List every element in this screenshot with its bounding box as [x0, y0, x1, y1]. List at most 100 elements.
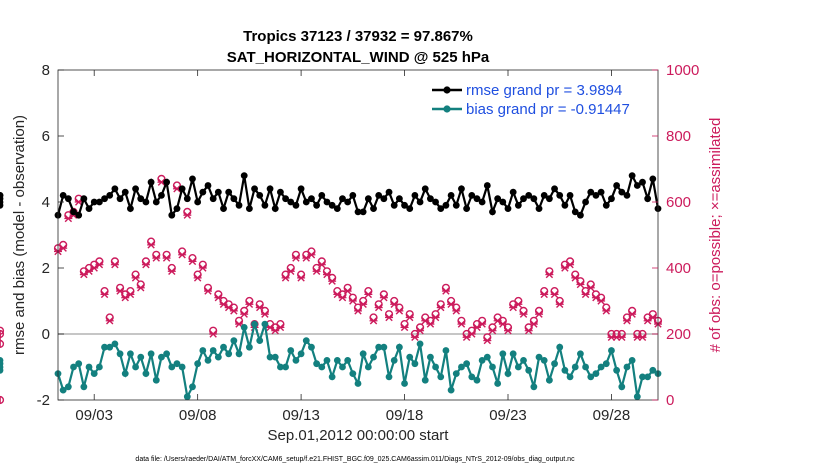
- bias-point: [566, 373, 574, 381]
- obs-assimilated-marker: [147, 241, 156, 249]
- bias-point: [261, 320, 269, 328]
- obs-assimilated-marker: [209, 330, 218, 338]
- obs-assimilated-marker: [136, 284, 145, 292]
- obs-assimilated-marker: [576, 280, 585, 289]
- bias-point: [147, 350, 155, 358]
- obs-assimilated-marker: [167, 267, 176, 275]
- obs-assimilated-marker: [255, 303, 264, 312]
- obs-assimilated-marker: [431, 313, 440, 322]
- obs-assimilated-marker: [369, 317, 378, 325]
- obs-assimilated-marker: [586, 284, 595, 292]
- obs-assimilated-marker: [291, 254, 300, 262]
- obs-assimilated-marker: [116, 287, 125, 295]
- plot-area: [58, 70, 658, 400]
- rmse-point: [173, 205, 181, 213]
- bias-point: [158, 353, 165, 361]
- rmse-point: [458, 185, 465, 193]
- y-tick-label-left: 2: [42, 260, 50, 277]
- bias-point: [194, 360, 202, 368]
- bias-point: [90, 370, 98, 377]
- bias-point: [85, 363, 93, 371]
- bias-point: [80, 383, 88, 391]
- obs-assimilated-marker: [390, 300, 399, 308]
- bias-point: [380, 343, 388, 351]
- rmse-point: [137, 195, 145, 203]
- bias-point: [628, 357, 636, 364]
- rmse-point: [127, 205, 134, 213]
- rmse-point: [613, 182, 621, 189]
- obs-assimilated-marker: [338, 294, 347, 302]
- bias-point: [308, 343, 315, 351]
- obs-assimilated-marker: [95, 261, 104, 269]
- bias-point: [416, 340, 424, 348]
- bias-point: [163, 350, 171, 358]
- obs-assimilated-marker: [162, 254, 171, 262]
- obs-assimilated-marker: [426, 320, 435, 328]
- obs-assimilated-marker: [535, 310, 544, 318]
- obs-assimilated-marker: [566, 261, 575, 269]
- bias-point: [401, 380, 408, 387]
- rmse-point: [452, 201, 460, 209]
- rmse-point: [142, 198, 150, 206]
- bias-point: [297, 350, 305, 358]
- x-tick-label: 09/18: [386, 407, 424, 424]
- obs-assimilated-marker: [540, 290, 549, 299]
- rmse-point: [95, 198, 103, 206]
- bias-point: [520, 357, 527, 364]
- rmse-point: [380, 195, 388, 203]
- bias-point: [525, 366, 533, 374]
- bias-point: [339, 363, 346, 371]
- bias-point: [551, 360, 558, 368]
- rmse-point: [540, 192, 548, 199]
- bias-point: [494, 380, 502, 387]
- rmse-point: [85, 205, 93, 213]
- rmse-point: [287, 198, 295, 206]
- rmse-point: [313, 201, 321, 209]
- bias-point: [540, 357, 548, 364]
- rmse-point: [509, 188, 517, 196]
- obs-assimilated-marker: [188, 257, 197, 266]
- obs-assimilated-marker: [648, 313, 657, 322]
- bias-point: [489, 363, 496, 371]
- obs-possible-marker: [0, 395, 5, 405]
- bias-point: [209, 347, 217, 354]
- rmse-point: [608, 195, 615, 203]
- rmse-point: [214, 188, 222, 196]
- obs-assimilated-marker: [359, 300, 368, 308]
- rmse-point: [256, 192, 264, 199]
- rmse-point: [395, 195, 403, 203]
- bias-point: [277, 363, 284, 371]
- obs-assimilated-marker: [441, 287, 450, 295]
- obs-assimilated-marker: [245, 300, 254, 308]
- bias-point: [406, 353, 414, 361]
- rmse-point: [261, 201, 269, 209]
- rmse-point: [80, 195, 88, 203]
- bias-point: [75, 360, 83, 368]
- rmse-point: [582, 198, 589, 206]
- rmse-point: [545, 195, 553, 203]
- rmse-point: [623, 192, 631, 199]
- bias-point: [302, 337, 310, 344]
- bias-point: [390, 357, 398, 364]
- obs-assimilated-marker: [297, 274, 306, 282]
- rmse-point: [328, 201, 336, 209]
- obs-assimilated-marker: [105, 317, 114, 325]
- y-tick-label-right: 200: [666, 326, 691, 343]
- rmse-point: [364, 195, 372, 203]
- bias-point: [101, 343, 108, 351]
- bias-point: [271, 353, 279, 361]
- bias-point: [240, 324, 248, 331]
- rmse-point: [437, 205, 445, 213]
- rmse-point: [478, 198, 486, 206]
- rmse-point: [302, 198, 310, 206]
- bias-point: [168, 363, 176, 371]
- rmse-point: [489, 208, 496, 216]
- rmse-point: [406, 205, 414, 213]
- bias-point: [282, 363, 289, 371]
- footnote: data file: /Users/raeder/DAI/ATM_forcXX/…: [135, 456, 575, 463]
- bias-point: [318, 363, 326, 371]
- obs-assimilated-marker: [483, 336, 492, 345]
- rmse-point: [297, 185, 305, 193]
- obs-assimilated-marker: [131, 274, 140, 282]
- obs-assimilated-marker: [597, 297, 606, 305]
